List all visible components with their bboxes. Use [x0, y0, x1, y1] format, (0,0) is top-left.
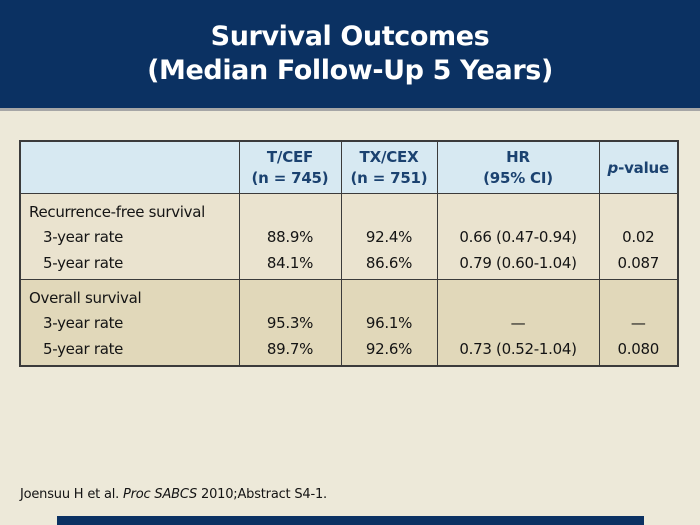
- table-cell: 0.66 (0.47-0.94): [436, 224, 599, 250]
- rate-row: 5-year rate 89.7% 92.6% 0.73 (0.52-1.04)…: [20, 336, 678, 366]
- table-cell: 84.1%: [238, 250, 341, 280]
- table-cell: 0.79 (0.60-1.04): [436, 250, 599, 280]
- col-header-pvalue: p-value: [598, 141, 678, 194]
- table-cell: 88.9%: [238, 224, 341, 250]
- header-row: T/CEF (n = 745) TX/CEX (n = 751) HR (95%…: [20, 141, 678, 194]
- table-cell: [238, 193, 341, 224]
- table-cell: [340, 279, 437, 310]
- rate-row: 3-year rate 95.3% 96.1% — —: [20, 310, 678, 336]
- col-header-hr: HR (95% CI): [436, 141, 599, 194]
- table-cell: [436, 279, 599, 310]
- table-cell: 0.087: [598, 250, 678, 280]
- table-cell: [436, 193, 599, 224]
- table-cell: [598, 193, 678, 224]
- section-row-recurrence: Recurrence-free survival: [20, 193, 678, 224]
- table-cell: 92.6%: [340, 336, 437, 366]
- page-title-line1: Survival Outcomes: [210, 21, 490, 52]
- table-cell: [238, 279, 341, 310]
- title-bar: Survival Outcomes (Median Follow-Up 5 Ye…: [0, 0, 700, 111]
- page-title-line2: (Median Follow-Up 5 Years): [147, 55, 553, 86]
- table-cell: 86.6%: [340, 250, 437, 280]
- col-header-tcef: T/CEF (n = 745): [238, 141, 341, 194]
- row-label: 3-year rate: [20, 310, 239, 336]
- citation: Joensuu H et al. Proc SABCS 2010;Abstrac…: [20, 487, 327, 502]
- col-header-empty: [20, 141, 239, 194]
- citation-authors: Joensuu H et al.: [20, 487, 123, 502]
- section-row-overall: Overall survival: [20, 279, 678, 310]
- table-cell: 89.7%: [238, 336, 341, 366]
- rate-row: 5-year rate 84.1% 86.6% 0.79 (0.60-1.04)…: [20, 250, 678, 280]
- table-cell: [598, 279, 678, 310]
- row-label: 5-year rate: [20, 336, 239, 366]
- table-cell: —: [598, 310, 678, 336]
- citation-source: Proc SABCS: [123, 487, 198, 502]
- col-header-txcex: TX/CEX (n = 751): [340, 141, 437, 194]
- table-container: T/CEF (n = 745) TX/CEX (n = 751) HR (95%…: [19, 140, 679, 367]
- row-label: 3-year rate: [20, 224, 239, 250]
- section-label: Recurrence-free survival: [20, 193, 239, 224]
- table-cell: 96.1%: [340, 310, 437, 336]
- rate-row: 3-year rate 88.9% 92.4% 0.66 (0.47-0.94)…: [20, 224, 678, 250]
- table-cell: 92.4%: [340, 224, 437, 250]
- bottom-accent-bar: [57, 516, 644, 525]
- section-label: Overall survival: [20, 279, 239, 310]
- row-label: 5-year rate: [20, 250, 239, 280]
- table-cell: 0.73 (0.52-1.04): [436, 336, 599, 366]
- table-cell: 0.02: [598, 224, 678, 250]
- citation-reference: 2010;Abstract S4-1.: [197, 487, 327, 502]
- survival-outcomes-table: T/CEF (n = 745) TX/CEX (n = 751) HR (95%…: [19, 140, 679, 367]
- table-cell: 0.080: [598, 336, 678, 366]
- table-cell: [340, 193, 437, 224]
- table-cell: —: [436, 310, 599, 336]
- table-cell: 95.3%: [238, 310, 341, 336]
